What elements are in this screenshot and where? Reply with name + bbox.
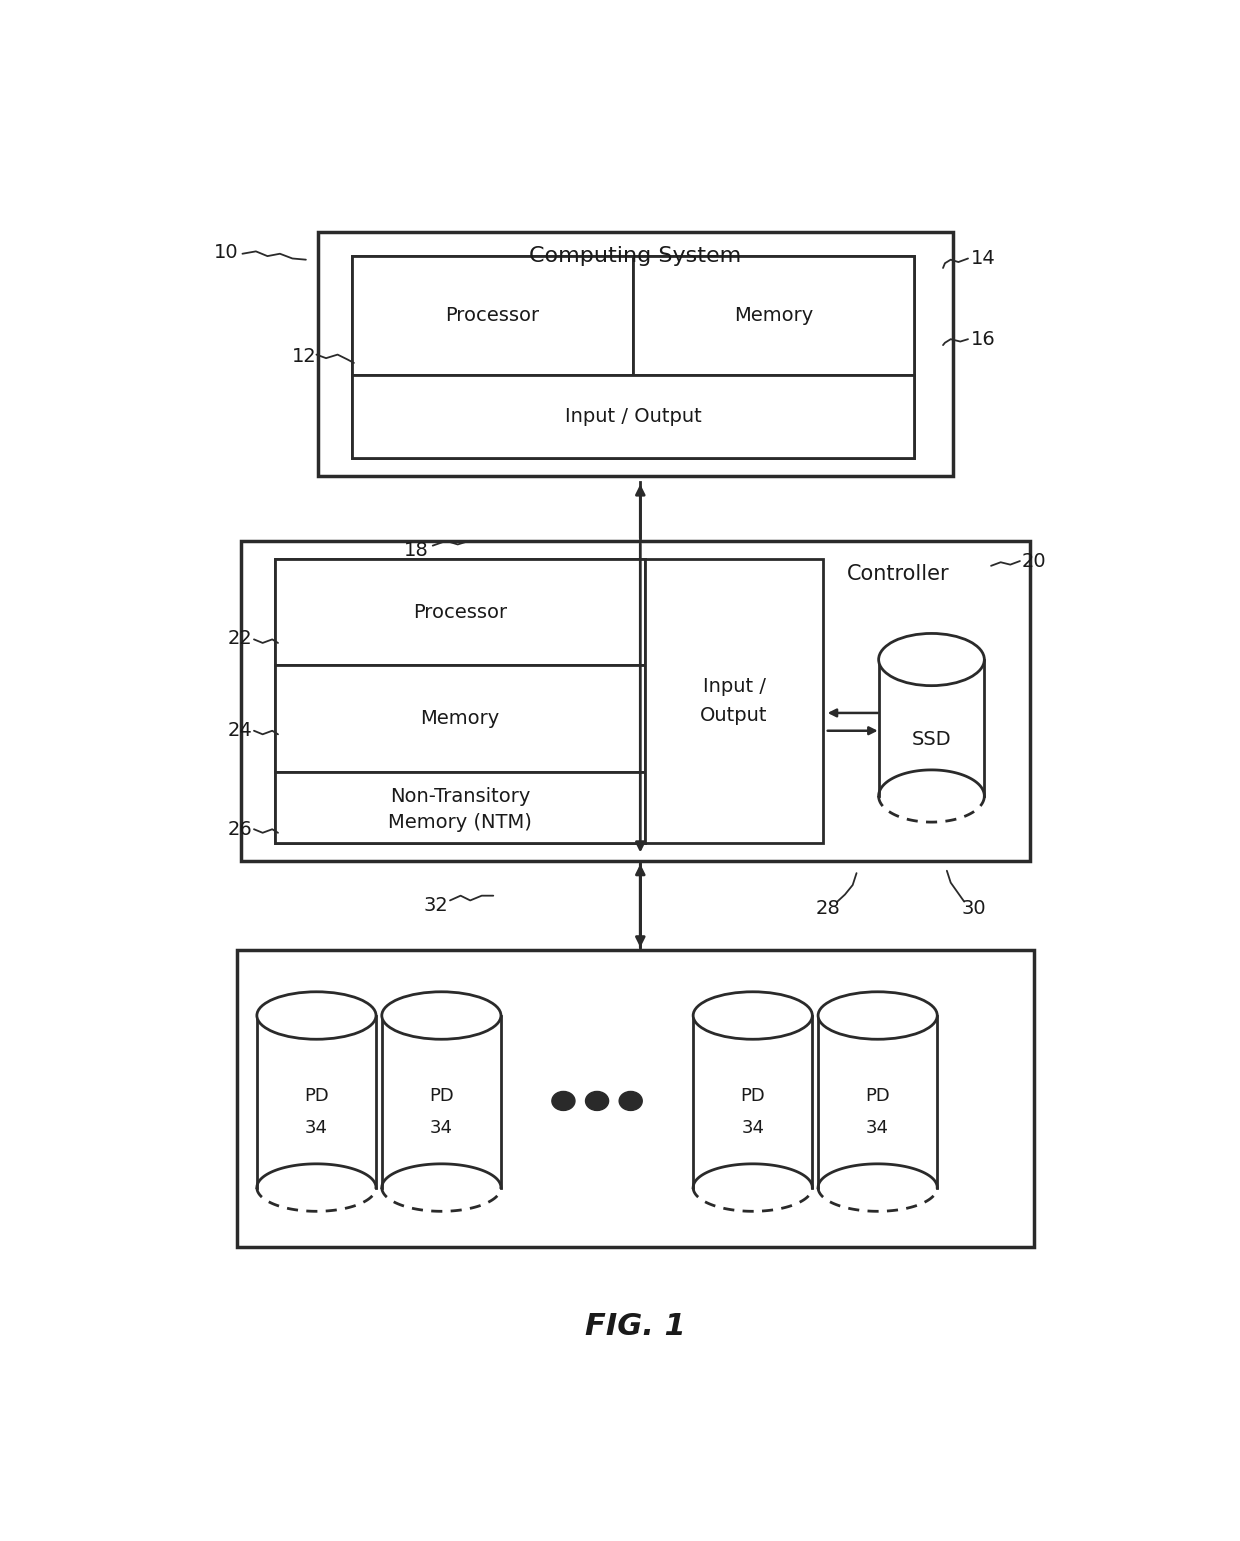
Ellipse shape [257,992,376,1039]
Text: Memory: Memory [734,307,813,325]
Text: 34: 34 [742,1119,764,1137]
Text: Non-Transitory: Non-Transitory [389,786,531,806]
Text: 24: 24 [227,721,252,740]
Bar [879,660,985,797]
Text: Input /: Input / [703,678,765,697]
Text: 22: 22 [227,629,252,647]
Text: 20: 20 [1022,552,1047,570]
Text: 14: 14 [971,250,996,268]
Text: 34: 34 [305,1119,327,1137]
Text: 18: 18 [404,541,429,559]
Bar [382,1016,501,1188]
Ellipse shape [585,1091,609,1111]
Bar [352,256,914,458]
Text: Computing System: Computing System [529,247,742,267]
Ellipse shape [619,1091,642,1111]
Text: FIG. 1: FIG. 1 [585,1311,686,1341]
Ellipse shape [693,992,812,1039]
Bar [634,256,914,374]
Text: Processor: Processor [445,307,539,325]
Text: PD: PD [429,1086,454,1105]
Bar [352,256,634,374]
Text: PD: PD [304,1086,329,1105]
Text: Memory (NTM): Memory (NTM) [388,812,532,832]
Text: PD: PD [866,1086,890,1105]
Text: Input / Output: Input / Output [564,407,702,425]
Bar [242,541,1029,861]
Bar [319,233,952,476]
Text: 28: 28 [816,900,839,918]
Bar [275,666,645,772]
Bar [818,1016,937,1188]
Bar [237,951,1034,1247]
Text: 16: 16 [971,330,996,348]
Text: 10: 10 [213,243,238,262]
Bar [275,772,645,843]
Bar [275,559,645,843]
Text: Controller: Controller [847,564,950,584]
Text: 34: 34 [430,1119,453,1137]
Text: 34: 34 [867,1119,889,1137]
Text: PD: PD [740,1086,765,1105]
Bar [257,1016,376,1188]
Text: Processor: Processor [413,603,507,621]
Bar [275,559,645,666]
Bar [693,1016,812,1188]
Bar [645,559,823,843]
Text: 26: 26 [227,820,252,838]
Ellipse shape [382,992,501,1039]
Ellipse shape [879,633,985,686]
Text: Output: Output [701,706,768,724]
Ellipse shape [818,992,937,1039]
Text: 12: 12 [291,347,316,367]
Text: Memory: Memory [420,709,500,729]
Text: 32: 32 [423,895,448,915]
Text: SSD: SSD [911,730,951,749]
Bar [352,374,914,458]
Ellipse shape [552,1091,575,1111]
Text: 30: 30 [961,900,986,918]
